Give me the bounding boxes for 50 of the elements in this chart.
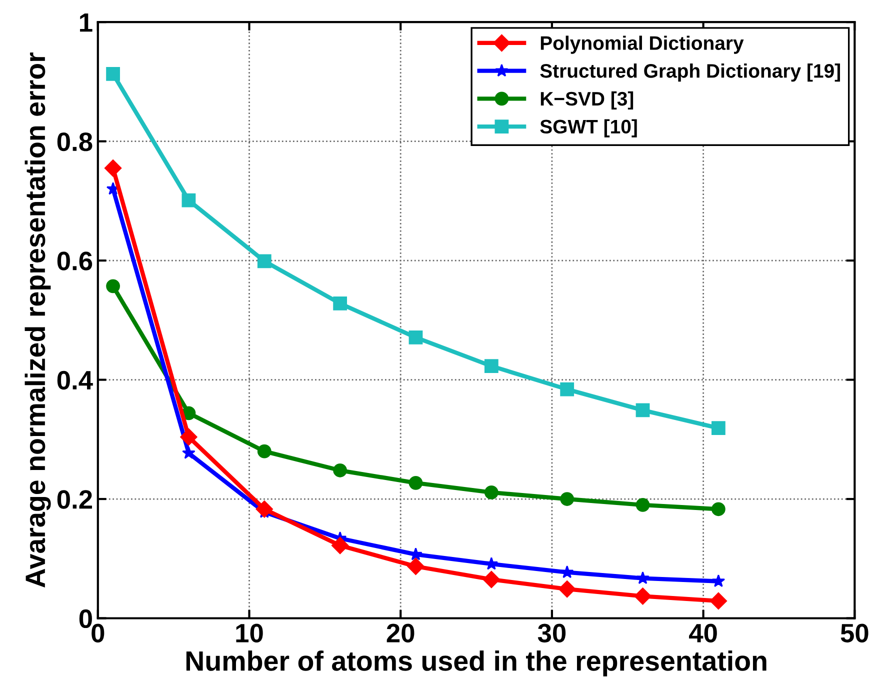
point [482,570,500,588]
point [560,492,574,506]
point [712,574,726,588]
point [560,565,574,578]
point [106,279,120,294]
point [636,498,650,512]
point [484,557,498,570]
x-axis-title: Number of atoms used in the representation [186,650,766,676]
point [408,330,423,344]
point [333,296,348,310]
legend-label: K−SVD [3] [540,91,634,110]
y-tick-label: 0.8 [57,132,92,152]
y-tick-label: 1 [80,13,92,32]
point [257,254,272,268]
point [636,403,650,418]
x-tick-label: 0 [92,624,104,642]
point [106,67,120,81]
point [711,421,726,436]
legend-label: Polynomial Dictionary [540,36,744,54]
point [104,160,122,177]
point [560,382,574,396]
point [256,500,273,518]
point [180,428,198,446]
legend-label: Structured Graph Dictionary [19] [540,64,840,82]
x-tick-label: 10 [236,624,263,642]
y-tick-label: 0.6 [57,252,92,270]
point [332,536,349,554]
point [408,476,423,490]
point [636,571,650,584]
y-axis-title: Avarage normalized representation error [24,52,51,588]
point [333,463,348,478]
point [484,359,498,374]
point [484,486,498,500]
x-tick-label: 30 [538,624,566,643]
point [182,193,196,208]
point [710,592,727,610]
legend-label: SGWT [10] [540,119,637,138]
x-tick-label: 20 [386,624,414,642]
point [711,502,726,516]
y-tick-label: 0 [79,609,92,628]
point [409,548,422,560]
point [182,446,196,459]
point [634,588,652,605]
y-tick-label: 0.2 [57,490,92,509]
point [257,444,272,458]
y-tick-label: 0.4 [57,370,93,390]
point [407,558,424,575]
x-tick-label: 50 [840,624,868,642]
x-tick-label: 40 [689,624,717,642]
point [558,580,576,598]
